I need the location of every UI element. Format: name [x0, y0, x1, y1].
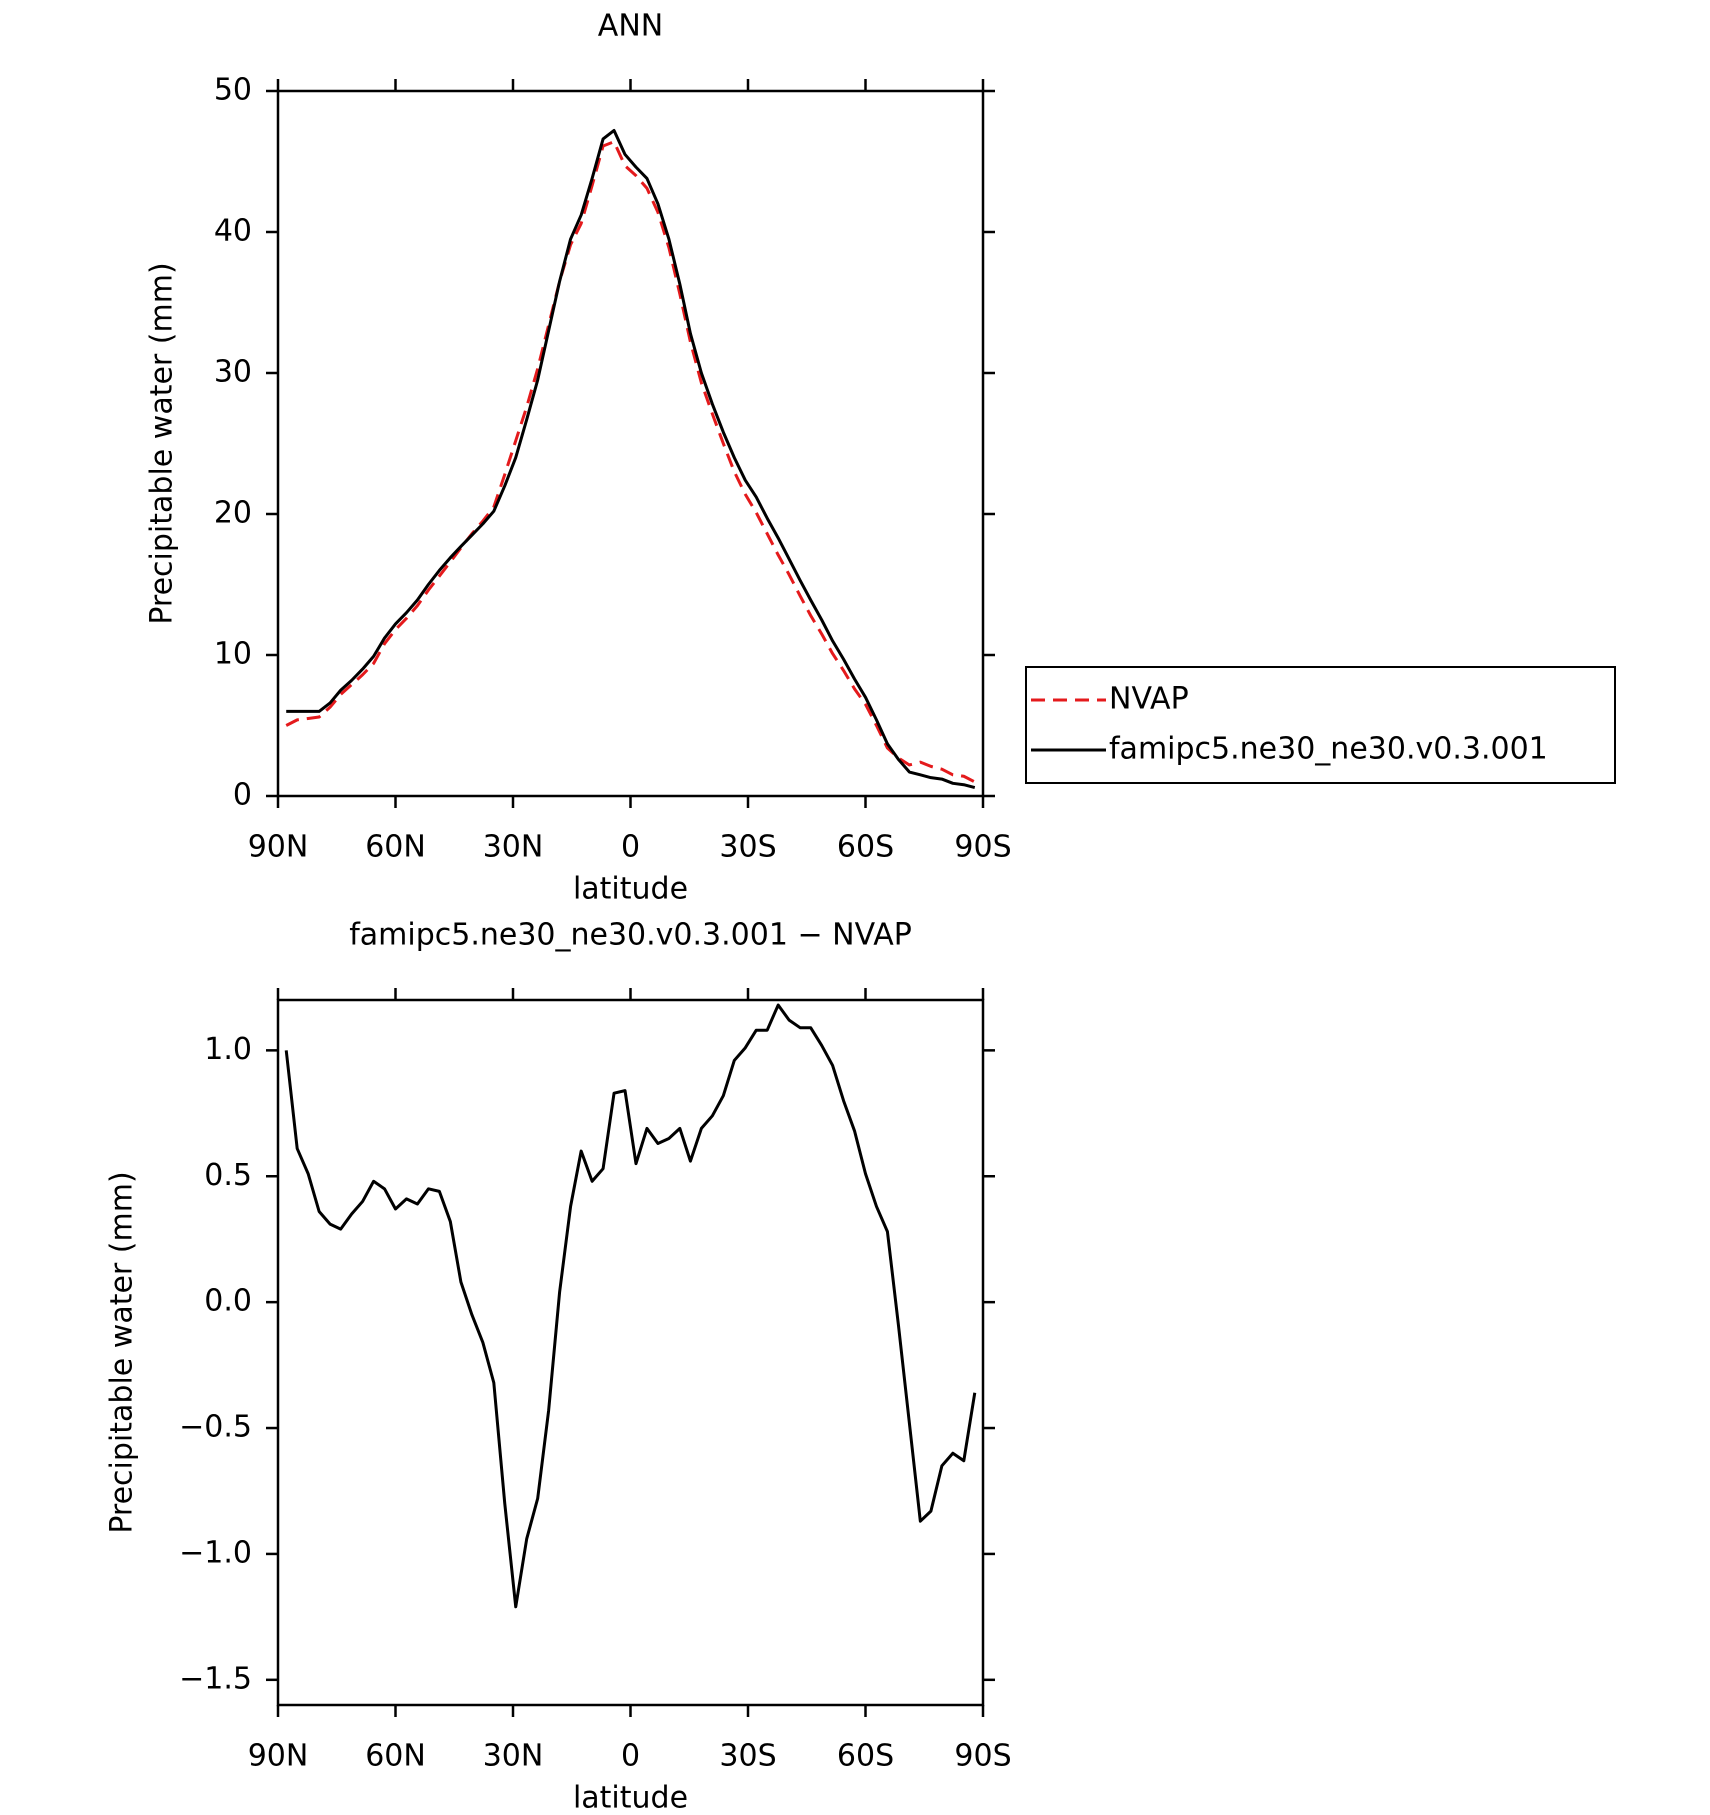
- plot-frame: [276, 89, 985, 798]
- x-tick-label: 90S: [954, 1739, 1011, 1774]
- y-tick-label: 50: [214, 73, 252, 108]
- y-tick-label: 0.0: [204, 1284, 252, 1319]
- plot-frame: [276, 998, 985, 1707]
- y-tick-label: 10: [214, 637, 252, 672]
- x-tick-label: 90N: [248, 1739, 309, 1774]
- x-tick-label: 30S: [719, 830, 776, 865]
- y-tick-label: 30: [214, 355, 252, 390]
- x-tick-label: 60N: [365, 1739, 426, 1774]
- chart-title: famipc5.ne30_ne30.v0.3.001 − NVAP: [349, 918, 912, 953]
- x-tick-label: 30N: [483, 830, 544, 865]
- chart-title: ANN: [598, 9, 663, 44]
- x-axis-label: latitude: [573, 1781, 688, 1812]
- y-tick-label: −1.0: [179, 1535, 252, 1570]
- y-tick-label: 20: [214, 496, 252, 531]
- y-tick-label: 40: [214, 214, 252, 249]
- y-axis-label: Precipitable water (mm): [145, 262, 180, 624]
- x-tick-label: 90S: [954, 830, 1011, 865]
- x-tick-label: 30N: [483, 1739, 544, 1774]
- y-tick-label: −1.5: [179, 1661, 252, 1696]
- data-line: [285, 140, 976, 784]
- legend-label: NVAP: [1109, 682, 1189, 717]
- legend-label: famipc5.ne30_ne30.v0.3.001: [1109, 732, 1548, 767]
- y-tick-label: 1.0: [204, 1032, 252, 1067]
- data-line: [284, 1003, 977, 1609]
- legend-box: [1025, 666, 1616, 784]
- x-tick-label: 0: [621, 830, 640, 865]
- x-axis-label: latitude: [573, 872, 688, 907]
- x-tick-label: 60N: [365, 830, 426, 865]
- x-tick-label: 60S: [837, 1739, 894, 1774]
- y-tick-label: 0: [233, 778, 252, 813]
- x-tick-label: 0: [621, 1739, 640, 1774]
- y-tick-label: 0.5: [204, 1158, 252, 1193]
- x-tick-label: 60S: [837, 830, 894, 865]
- x-tick-label: 90N: [248, 830, 309, 865]
- x-tick-label: 30S: [719, 1739, 776, 1774]
- y-axis-label: Precipitable water (mm): [105, 1171, 140, 1533]
- data-line: [286, 128, 976, 789]
- y-tick-label: −0.5: [179, 1410, 252, 1445]
